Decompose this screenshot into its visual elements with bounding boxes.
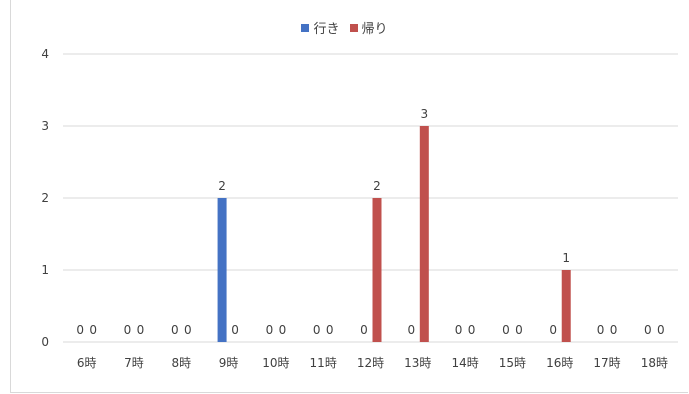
- y-tick-label-4: 4: [41, 47, 49, 61]
- data-label-series-2-1: 0: [89, 323, 97, 337]
- bar-series-2-8: [419, 126, 429, 342]
- data-label-series-2-13: 0: [657, 323, 665, 337]
- legend-swatch-series-1: [301, 23, 310, 32]
- x-tick-label-11: 16時: [546, 356, 573, 370]
- chart-frame: [10, 0, 688, 393]
- data-label-series-2-6: 0: [326, 323, 334, 337]
- y-tick-label-0: 0: [41, 335, 49, 349]
- legend-item-series-2: 帰り: [349, 18, 388, 37]
- data-label-series-1-1: 0: [76, 323, 84, 337]
- x-tick-label-5: 10時: [262, 356, 289, 370]
- bar-series-2-11: [561, 270, 571, 342]
- y-tick-label-2: 2: [41, 191, 49, 205]
- data-label-series-1-3: 0: [171, 323, 179, 337]
- data-label-series-1-4: 2: [218, 179, 226, 193]
- data-label-series-2-10: 0: [515, 323, 523, 337]
- data-label-series-2-4: 0: [231, 323, 239, 337]
- x-tick-label-8: 13時: [404, 356, 431, 370]
- data-label-series-2-5: 0: [279, 323, 287, 337]
- data-label-series-1-7: 0: [360, 323, 368, 337]
- x-tick-label-1: 6時: [77, 356, 97, 370]
- x-tick-label-7: 12時: [357, 356, 384, 370]
- data-label-series-2-2: 0: [137, 323, 145, 337]
- x-tick-label-2: 7時: [124, 356, 144, 370]
- data-label-series-1-8: 0: [407, 323, 415, 337]
- x-tick-label-6: 11時: [310, 356, 337, 370]
- x-tick-label-10: 15時: [499, 356, 526, 370]
- data-label-series-1-12: 0: [597, 323, 605, 337]
- y-tick-label-3: 3: [41, 119, 49, 133]
- x-tick-label-13: 18時: [641, 356, 668, 370]
- data-label-series-1-6: 0: [313, 323, 321, 337]
- data-label-series-1-11: 0: [549, 323, 557, 337]
- data-label-series-1-10: 0: [502, 323, 510, 337]
- data-label-series-1-5: 0: [266, 323, 274, 337]
- x-tick-label-12: 17時: [593, 356, 620, 370]
- legend-label-series-1: 行き: [313, 22, 340, 37]
- data-label-series-2-8: 3: [420, 107, 428, 121]
- data-label-series-2-11: 1: [562, 251, 570, 265]
- legend: 行き 帰り: [0, 18, 689, 37]
- bar-series-1-4: [217, 198, 227, 342]
- x-tick-label-3: 8時: [171, 356, 191, 370]
- legend-label-series-2: 帰り: [361, 22, 388, 37]
- legend-swatch-series-2: [349, 23, 358, 32]
- data-label-series-2-9: 0: [468, 323, 476, 337]
- data-label-series-1-13: 0: [644, 323, 652, 337]
- y-tick-label-1: 1: [41, 263, 49, 277]
- bar-series-2-7: [372, 198, 382, 342]
- data-label-series-2-3: 0: [184, 323, 192, 337]
- legend-item-series-1: 行き: [301, 18, 340, 37]
- x-tick-label-9: 14時: [451, 356, 478, 370]
- data-label-series-1-2: 0: [124, 323, 132, 337]
- data-label-series-2-7: 2: [373, 179, 381, 193]
- data-label-series-2-12: 0: [610, 323, 618, 337]
- x-tick-label-4: 9時: [219, 356, 239, 370]
- data-label-series-1-9: 0: [455, 323, 463, 337]
